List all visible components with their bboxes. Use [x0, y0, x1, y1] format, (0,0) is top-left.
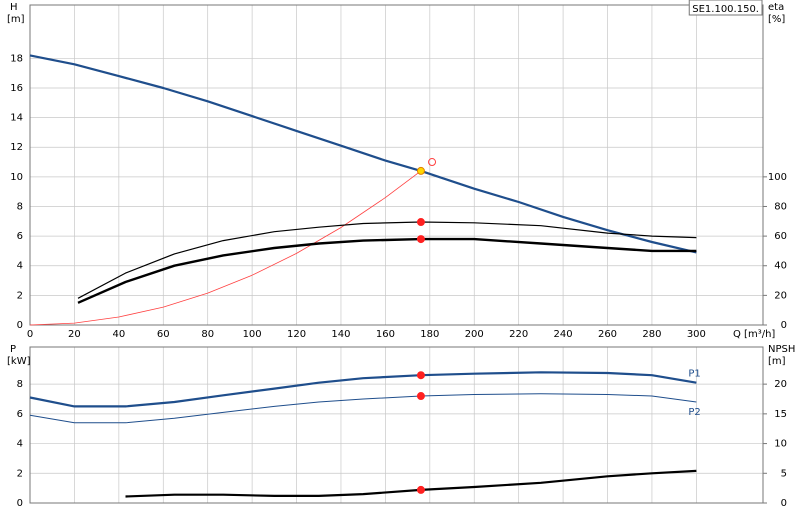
curve — [29, 170, 422, 326]
y2-tick-label: 80 — [774, 201, 787, 212]
y-axis-label: P — [10, 344, 16, 355]
point-marker — [428, 158, 437, 167]
point-marker — [416, 371, 425, 380]
y-tick-label: 10 — [10, 172, 23, 183]
point-marker — [416, 235, 425, 244]
y-tick-label: 8 — [17, 201, 23, 212]
y-tick-label: 6 — [17, 231, 23, 242]
point-marker — [416, 485, 425, 494]
point-marker — [416, 218, 425, 227]
curve — [29, 54, 697, 254]
x-tick-label: 220 — [509, 329, 528, 340]
y2-axis-label: NPSH — [768, 344, 795, 355]
y-tick-label: 2 — [17, 290, 23, 301]
x-tick-label: 180 — [420, 329, 439, 340]
point-marker — [416, 392, 425, 401]
x-tick-label: 100 — [243, 329, 262, 340]
y2-tick-label: 60 — [774, 231, 787, 242]
x-tick-label: 40 — [112, 329, 125, 340]
curve — [125, 469, 697, 498]
y-tick-label: 16 — [10, 83, 23, 94]
y2-tick-label: 20 — [774, 379, 787, 390]
y2-tick-label: 10 — [774, 439, 787, 450]
curve — [77, 221, 697, 299]
series-label: P1 — [688, 369, 700, 380]
y-axis-unit: [kW] — [7, 356, 31, 367]
y-tick-label: 2 — [17, 468, 23, 479]
point-marker — [416, 166, 425, 175]
y2-axis-unit: [%] — [768, 14, 785, 25]
y-tick-label: 8 — [17, 379, 23, 390]
x-axis-label: Q [m³/h] — [733, 329, 775, 340]
y2-axis-label: eta — [768, 2, 784, 13]
y-axis-label: H — [10, 2, 18, 13]
y2-tick-label: 100 — [768, 172, 787, 183]
y-tick-label: 4 — [17, 261, 23, 272]
plot-frame — [29, 346, 764, 504]
y2-tick-label: 20 — [774, 290, 787, 301]
x-tick-label: 120 — [287, 329, 306, 340]
series-label: P2 — [688, 407, 700, 418]
y2-tick-label: 40 — [774, 261, 787, 272]
x-tick-label: 0 — [27, 329, 33, 340]
x-tick-label: 60 — [157, 329, 170, 340]
x-tick-label: 280 — [642, 329, 661, 340]
y-tick-label: 0 — [17, 498, 23, 509]
y-tick-label: 12 — [10, 142, 23, 153]
y-tick-label: 18 — [10, 53, 23, 64]
y-tick-label: 14 — [10, 113, 23, 124]
x-tick-label: 200 — [465, 329, 484, 340]
x-tick-label: 80 — [201, 329, 214, 340]
y2-tick-label: 15 — [774, 409, 787, 420]
x-tick-label: 160 — [376, 329, 395, 340]
y-axis-unit: [m] — [7, 14, 25, 25]
plot-frame — [29, 4, 764, 326]
x-tick-label: 140 — [331, 329, 350, 340]
y-tick-label: 4 — [17, 439, 23, 450]
y-tick-label: 6 — [17, 409, 23, 420]
chart-title: SE1.100.150. — [692, 4, 759, 15]
curve — [77, 237, 697, 304]
y2-tick-label: 0 — [781, 498, 787, 509]
y2-tick-label: 0 — [781, 320, 787, 331]
y2-axis-unit: [m] — [768, 356, 786, 367]
title-box — [688, 0, 763, 16]
curve — [29, 393, 697, 424]
x-tick-label: 240 — [554, 329, 573, 340]
y2-tick-label: 5 — [781, 468, 787, 479]
y-tick-label: 0 — [17, 320, 23, 331]
x-tick-label: 260 — [598, 329, 617, 340]
x-tick-label: 20 — [68, 329, 81, 340]
curve — [29, 371, 697, 408]
x-tick-label: 300 — [687, 329, 706, 340]
plot-area — [30, 347, 763, 503]
